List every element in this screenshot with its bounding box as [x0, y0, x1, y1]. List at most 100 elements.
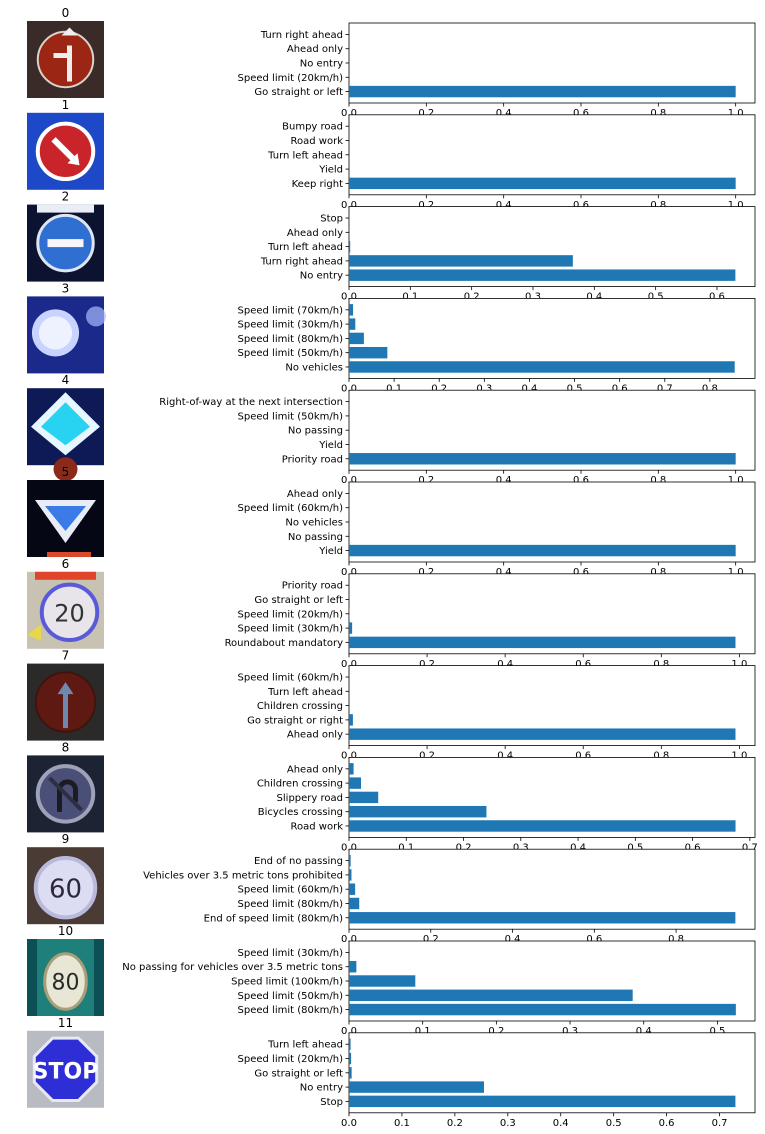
x-tick-label: 0.0 — [341, 200, 357, 211]
x-tick-label: 0.8 — [650, 475, 666, 486]
x-tick-label: 0.6 — [573, 567, 589, 578]
x-tick-label: 0.0 — [341, 1026, 357, 1037]
category-label: Speed limit (30km/h) — [238, 320, 344, 331]
sign-yield-icon — [27, 480, 104, 557]
x-tick-label: 0.8 — [653, 751, 669, 762]
x-tick-label: 0.3 — [562, 1026, 578, 1037]
category-label: Ahead only — [287, 730, 343, 741]
category-label: No passing — [288, 532, 343, 543]
bar — [349, 1095, 736, 1108]
bar — [349, 636, 736, 649]
x-tick-label: 0.0 — [341, 934, 357, 945]
category-label: Yield — [318, 546, 343, 557]
x-tick-label: 0.2 — [464, 292, 480, 303]
bar — [349, 544, 736, 557]
category-label: No vehicles — [285, 362, 343, 373]
category-label: Bicycles crossing — [258, 807, 343, 818]
image-title: 0 — [62, 6, 70, 20]
bar — [349, 346, 388, 359]
chart-row: 4 Priority road Yield No passing Speed limit… — [27, 373, 756, 486]
category-label: Stop — [320, 214, 343, 225]
bar — [349, 304, 354, 316]
x-tick-label: 0.6 — [659, 1118, 675, 1129]
x-tick-label: 0.2 — [419, 751, 435, 762]
sign-straight-or-left-icon — [27, 21, 104, 98]
category-label: Road work — [291, 136, 344, 147]
chart-row: 9 60 End of speed limit (80km/h) Speed limi… — [27, 832, 756, 945]
category-label: Yield — [318, 165, 343, 176]
category-label: Children crossing — [257, 779, 343, 790]
bar — [349, 1052, 352, 1065]
x-tick-label: 0.4 — [570, 842, 586, 853]
sign-keep-right-icon — [27, 112, 104, 190]
bar — [349, 1038, 351, 1050]
x-tick-label: 0.4 — [636, 1026, 652, 1037]
x-tick-label: 0.2 — [423, 934, 439, 945]
x-tick-label: 0.2 — [447, 1118, 463, 1129]
category-label: Children crossing — [257, 701, 343, 712]
x-tick-label: 0.2 — [419, 659, 435, 670]
bar — [349, 728, 736, 740]
category-label: Vehicles over 3.5 metric tons prohibited — [143, 870, 343, 881]
chart-row: 10 80 Speed limit (80km/h) Speed limit (50k… — [27, 924, 756, 1037]
category-label: Slippery road — [277, 793, 343, 804]
category-label: Ahead only — [287, 764, 343, 775]
x-tick-label: 0.4 — [496, 200, 512, 211]
x-tick-label: 1.0 — [731, 751, 747, 762]
x-tick-label: 1.0 — [728, 475, 744, 486]
x-tick-label: 0.2 — [456, 842, 472, 853]
x-tick-label: 0.5 — [606, 1118, 622, 1129]
category-label: Speed limit (80km/h) — [238, 334, 344, 345]
bar — [349, 975, 416, 987]
category-label: Speed limit (50km/h) — [238, 348, 344, 359]
category-label: Speed limit (80km/h) — [238, 1005, 344, 1016]
svg-text:STOP: STOP — [33, 1059, 99, 1084]
category-label: Speed limit (50km/h) — [238, 411, 344, 422]
x-tick-label: 0.1 — [402, 292, 418, 303]
bar — [349, 361, 735, 373]
bar — [349, 318, 356, 330]
x-tick-label: 0.2 — [418, 475, 434, 486]
category-label: End of speed limit (80km/h) — [204, 913, 343, 924]
svg-text:80: 80 — [52, 971, 80, 996]
x-tick-label: 0.0 — [341, 108, 357, 119]
image-title: 5 — [62, 465, 70, 479]
sign-speed-60-icon: 60 — [27, 847, 104, 925]
x-tick-label: 0.6 — [685, 842, 701, 853]
x-tick-label: 0.2 — [488, 1026, 504, 1037]
x-tick-label: 0.1 — [415, 1026, 431, 1037]
x-tick-label: 0.5 — [709, 1026, 725, 1037]
category-label: Ahead only — [287, 44, 343, 55]
category-label: No passing for vehicles over 3.5 metric … — [122, 962, 343, 973]
category-label: Turn right ahead — [260, 256, 343, 267]
category-label: Turn left ahead — [267, 242, 343, 253]
x-tick-label: 0.0 — [341, 842, 357, 853]
x-tick-label: 0.6 — [573, 108, 589, 119]
image-title: 6 — [62, 557, 70, 571]
x-tick-label: 0.3 — [513, 842, 529, 853]
x-tick-label: 0.4 — [521, 383, 537, 394]
sign-priority-road-icon — [27, 388, 104, 482]
x-tick-label: 0.0 — [341, 659, 357, 670]
chart-row: 2 No entry Turn right ahead Turn left ahead… — [27, 190, 756, 303]
bar — [349, 212, 350, 224]
category-label: Priority road — [282, 581, 343, 592]
category-label: Turn right ahead — [260, 30, 343, 41]
x-tick-label: 0.6 — [612, 383, 628, 394]
x-tick-label: 0.6 — [573, 475, 589, 486]
x-tick-label: 0.4 — [553, 1118, 569, 1129]
bar — [349, 989, 633, 1001]
x-tick-label: 0.1 — [398, 842, 414, 853]
bar — [349, 854, 351, 867]
category-label: Speed limit (70km/h) — [238, 305, 344, 316]
category-label: Stop — [320, 1097, 343, 1108]
x-tick-label: 0.4 — [497, 659, 513, 670]
x-tick-label: 0.4 — [497, 751, 513, 762]
x-tick-label: 0.3 — [476, 383, 492, 394]
chart-row: 11 STOP Stop No entry Go straight or left Spe… — [27, 1016, 756, 1129]
bar — [349, 622, 353, 634]
image-title: 9 — [62, 832, 70, 846]
x-tick-label: 0.2 — [418, 567, 434, 578]
x-tick-label: 1.0 — [728, 108, 744, 119]
category-label: Speed limit (60km/h) — [238, 503, 344, 514]
